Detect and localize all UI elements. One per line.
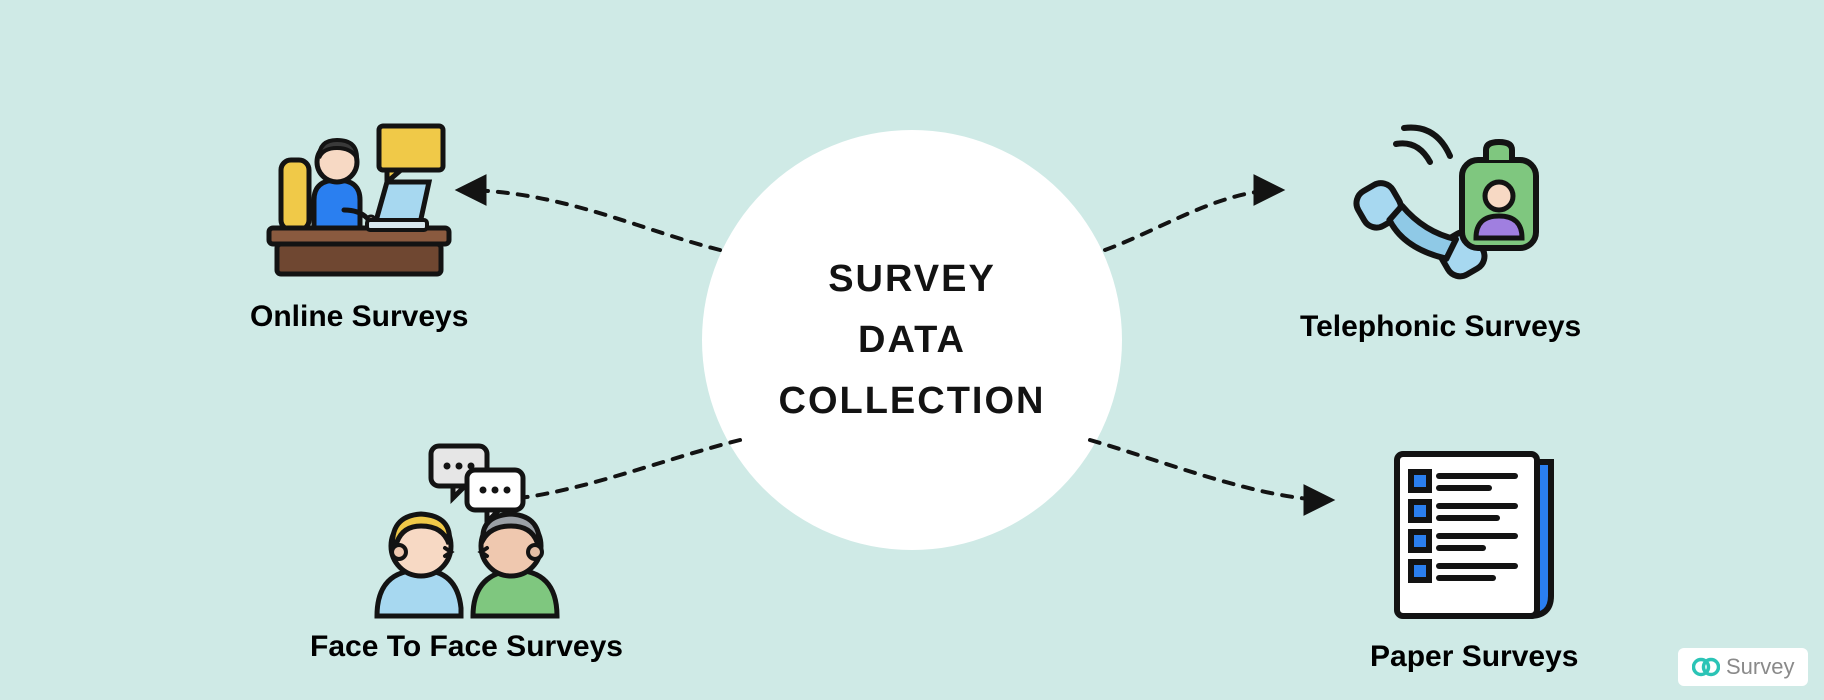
node-label-telephonic: Telephonic Surveys bbox=[1300, 310, 1581, 344]
paper-survey-icon bbox=[1379, 440, 1569, 630]
telephone-icon bbox=[1336, 120, 1546, 300]
center-line-2: DATA bbox=[858, 319, 966, 362]
node-label-paper: Paper Surveys bbox=[1370, 640, 1578, 674]
node-face-to-face: Face To Face Surveys bbox=[310, 440, 623, 664]
brand-logo: Survey bbox=[1678, 648, 1808, 686]
node-online-surveys: Online Surveys bbox=[250, 120, 468, 334]
node-paper-surveys: Paper Surveys bbox=[1370, 440, 1578, 674]
center-line-1: SURVEY bbox=[828, 258, 996, 301]
center-line-3: COLLECTION bbox=[779, 380, 1046, 423]
online-survey-icon bbox=[259, 120, 459, 290]
node-label-online: Online Surveys bbox=[250, 300, 468, 334]
center-hub: SURVEY DATA COLLECTION bbox=[702, 130, 1122, 550]
face-to-face-icon bbox=[361, 440, 571, 620]
node-telephonic-surveys: Telephonic Surveys bbox=[1300, 120, 1581, 344]
logo-text: Survey bbox=[1726, 654, 1794, 680]
node-label-face: Face To Face Surveys bbox=[310, 630, 623, 664]
logo-mark bbox=[1692, 656, 1720, 678]
infographic-canvas: SURVEY DATA COLLECTION bbox=[0, 0, 1824, 700]
